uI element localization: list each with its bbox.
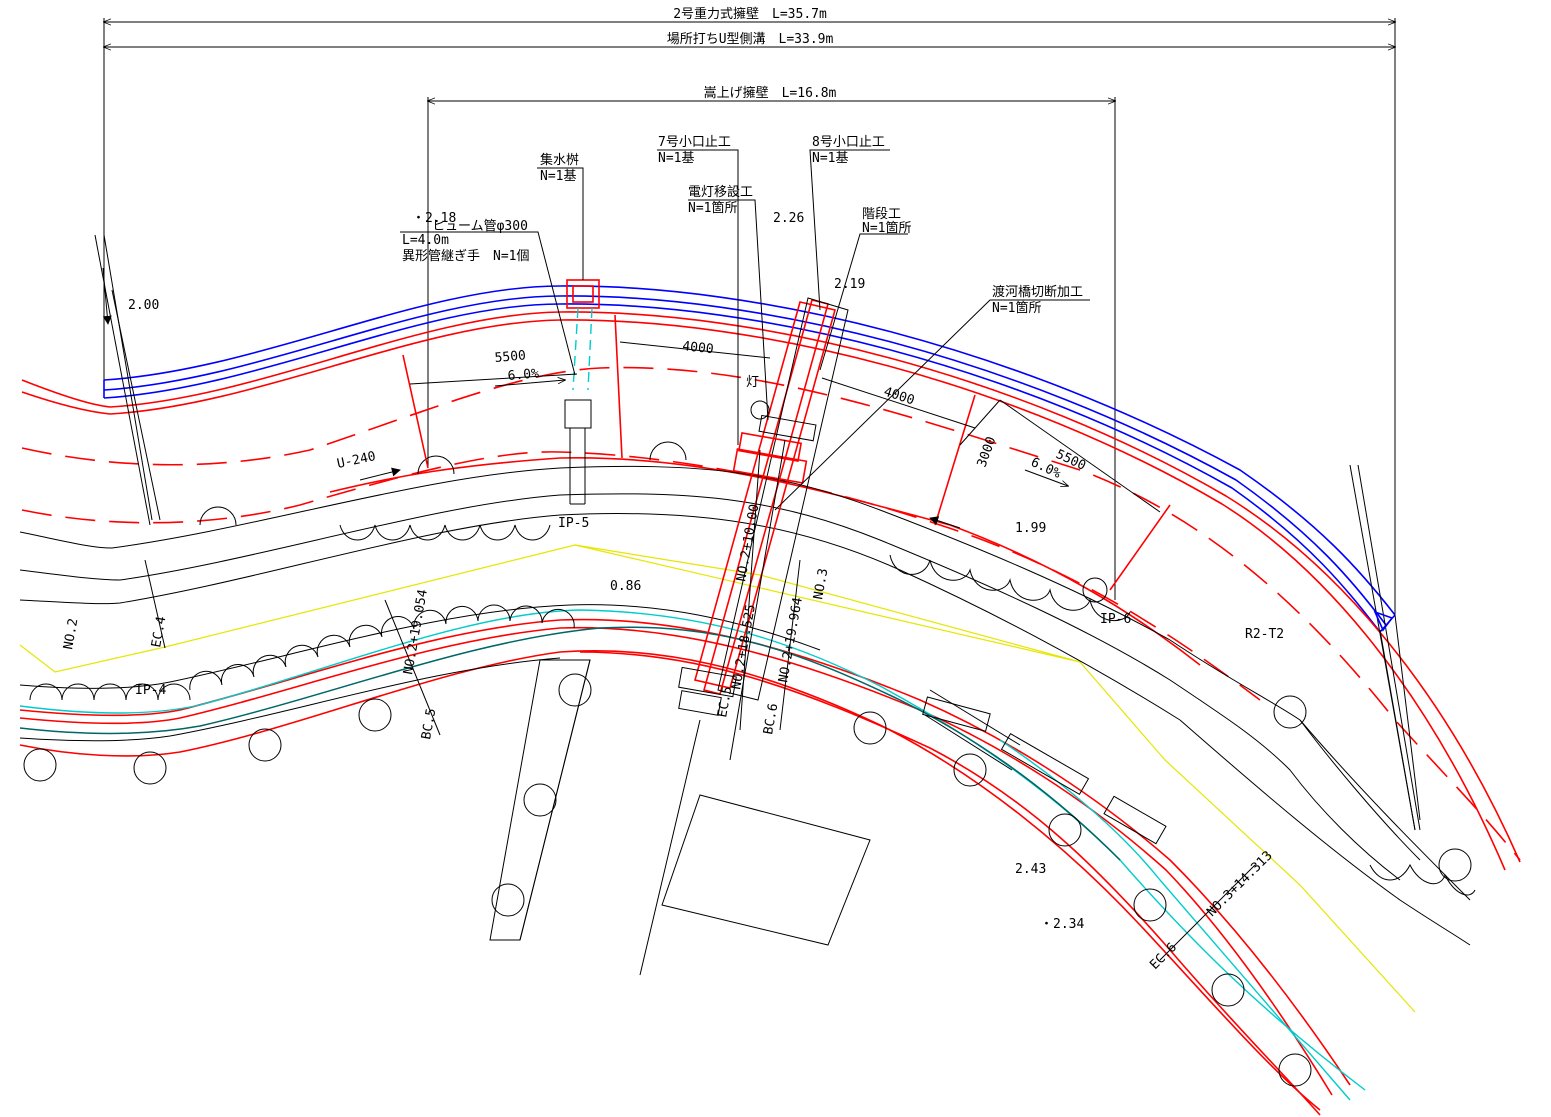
dim-4000-right: 4000 <box>882 385 916 409</box>
bridge-structure <box>489 297 871 976</box>
road-edges <box>19 465 1471 946</box>
dimension-values: 5500 4000 4000 3000 5500 6.0% 6.0% <box>494 339 1088 486</box>
slope-right-arrow <box>1024 469 1068 486</box>
hume-pipe-length: L=4.0m <box>402 233 449 248</box>
arrow-u240 <box>359 467 401 481</box>
light-label: 灯 <box>746 375 759 390</box>
light-symbol: 灯 <box>746 375 770 420</box>
offset-lines <box>402 314 1171 591</box>
stop-7-title: 7号小口止工 <box>658 135 731 150</box>
dim-4000-left: 4000 <box>682 339 715 357</box>
elevation-2-18: ・2.18 <box>412 211 456 226</box>
centerline <box>19 544 1416 1013</box>
station-ec5: EC.5 <box>715 685 735 718</box>
elevation-1-99: 1.99 <box>1015 521 1046 536</box>
hume-pipe-title: ヒューム管φ300 <box>432 219 528 234</box>
leader-lines <box>400 149 1090 511</box>
ip6-label: IP-6 <box>1100 612 1131 627</box>
u240-label: U-240 <box>336 449 377 472</box>
gravity-wall-label: 2号重力式擁壁 L=35.7m <box>673 6 827 22</box>
dim-3000: 3000 <box>975 435 1000 470</box>
elevation-2-19: 2.19 <box>834 277 865 292</box>
stop-8-qty: N=1基 <box>812 151 848 166</box>
ip4-label: IP-4 <box>135 683 166 698</box>
stop-8-title: 8号小口止工 <box>812 135 885 150</box>
bridge-cutting-qty: N=1箇所 <box>992 300 1041 316</box>
road-edge-lines <box>19 609 1366 1101</box>
vegetation-symbols <box>23 441 1476 1087</box>
elevation-2-00: 2.00 <box>128 298 159 313</box>
point-labels: U-240 IP-5 IP-4 IP-6 R2-T2 <box>135 449 1284 698</box>
arrow-left-wall <box>102 267 112 325</box>
dim-5500-left: 5500 <box>494 348 527 366</box>
auxiliary-lines <box>94 234 1421 845</box>
r2t2-label: R2-T2 <box>1245 627 1284 642</box>
station-no3-14313: NO.3+14.313 <box>1204 848 1275 919</box>
bridge-cutting-title: 渡河橋切断加工 <box>992 284 1083 300</box>
hume-pipe-joint: 異形管継ぎ手 N=1個 <box>402 249 529 264</box>
stairs-qty: N=1箇所 <box>862 220 911 236</box>
light-relocation-qty: N=1箇所 <box>688 200 737 216</box>
station-bc6: BC.6 <box>761 702 781 735</box>
elevation-2-43: 2.43 <box>1015 862 1046 877</box>
slope-left: 6.0% <box>507 366 540 384</box>
catch-basin <box>564 279 600 505</box>
stop-7-qty: N=1基 <box>658 151 694 166</box>
ip5-label: IP-5 <box>558 516 589 531</box>
station-labels: NO.2 EC.4 NO.2+19.054 BC.5 NO.2+10.00 NO… <box>61 503 1276 973</box>
station-ec4: EC.4 <box>149 615 169 649</box>
elevation-0-86: 0.86 <box>610 579 641 594</box>
station-no3: NO.3 <box>811 567 831 600</box>
u-gutter-channel <box>103 285 1396 633</box>
station-bc5: BC.5 <box>419 707 439 740</box>
dimension-gravity-wall: 2号重力式擁壁 L=35.7m <box>104 6 1395 615</box>
catch-basin-qty: N=1基 <box>540 169 576 184</box>
light-relocation-title: 電灯移設工 <box>688 184 753 200</box>
dimension-u-gutter: 場所打ちU型側溝 L=33.9m <box>104 32 1395 47</box>
slope-left-arrow <box>494 380 565 387</box>
raised-wall-label: 嵩上げ擁壁 L=16.8m <box>704 86 837 101</box>
station-no2-10: NO.2+10.00 <box>734 503 762 583</box>
dimension-raised-wall: 嵩上げ擁壁 L=16.8m <box>428 86 1115 600</box>
station-no2: NO.2 <box>61 617 81 650</box>
elevation-texts: 2.00 ・2.18 2.26 2.19 1.99 0.86 2.43 ・2.3… <box>128 211 1084 932</box>
arrow-right <box>929 516 961 529</box>
callout-texts: 集水桝 N=1基 ヒューム管φ300 L=4.0m 異形管継ぎ手 N=1個 7号… <box>402 135 1083 316</box>
elevation-2-26: 2.26 <box>773 211 804 226</box>
elevation-2-34: ・2.34 <box>1040 917 1084 932</box>
catch-basin-title: 集水桝 <box>540 152 579 168</box>
u-gutter-label: 場所打ちU型側溝 L=33.9m <box>667 32 834 47</box>
stairs-title: 階段工 <box>862 207 901 222</box>
